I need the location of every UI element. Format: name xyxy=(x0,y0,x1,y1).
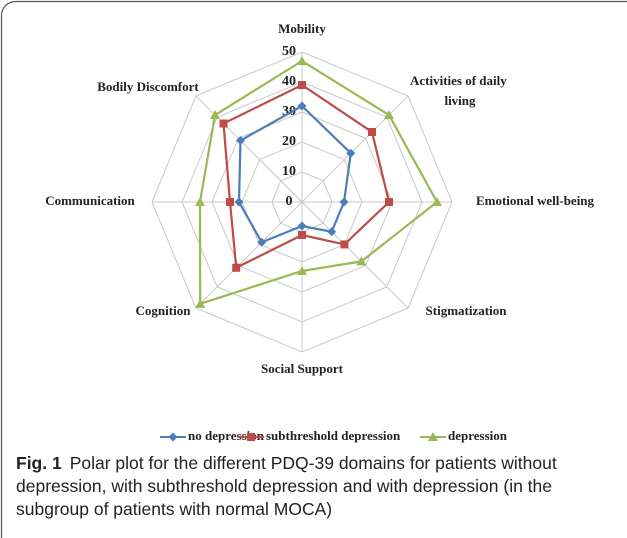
axis-label: Social Support xyxy=(261,361,344,376)
series-line xyxy=(222,83,391,270)
legend-label: subthreshold depression xyxy=(266,428,401,443)
data-point xyxy=(210,110,221,120)
data-point xyxy=(432,197,442,206)
spoke xyxy=(195,201,303,309)
data-point xyxy=(257,237,267,247)
y-tick-label: 40 xyxy=(282,74,296,89)
axis-label: Stigmatization xyxy=(426,303,508,318)
data-point xyxy=(219,119,228,128)
data-point xyxy=(346,148,356,158)
data-point xyxy=(385,198,393,206)
axis-label: Activities of daily living xyxy=(410,73,510,108)
data-point xyxy=(383,110,394,120)
spoke xyxy=(301,201,409,309)
axis-label: Cognition xyxy=(136,303,192,318)
data-point xyxy=(297,266,307,275)
axis-label: Emotional well-being xyxy=(476,193,595,208)
y-tick-label: 0 xyxy=(286,194,293,209)
caption-label: Fig. 1 xyxy=(16,453,62,473)
data-point xyxy=(297,56,307,65)
data-point xyxy=(195,197,205,206)
axis-label: Mobility xyxy=(278,21,326,36)
data-point xyxy=(339,197,349,207)
data-point xyxy=(340,240,349,249)
data-point xyxy=(327,227,337,237)
legend-label: no depression xyxy=(188,428,265,443)
y-tick-label: 10 xyxy=(282,164,296,179)
legend-marker xyxy=(428,432,438,441)
axis-label: Bodily Discomfort xyxy=(97,79,199,94)
y-tick-label: 50 xyxy=(282,44,296,59)
data-point xyxy=(232,263,241,272)
data-point xyxy=(368,127,377,136)
data-point xyxy=(356,256,367,266)
caption: Fig. 1 Polar plot for the different PDQ-3… xyxy=(16,452,606,521)
data-point xyxy=(298,231,306,239)
legend-marker xyxy=(168,432,178,442)
data-point xyxy=(234,197,244,207)
caption-text: Polar plot for the different PDQ-39 doma… xyxy=(16,453,557,519)
data-point xyxy=(235,135,245,145)
data-point xyxy=(298,81,306,89)
data-point xyxy=(297,221,307,231)
data-point xyxy=(297,101,307,111)
legend-label: depression xyxy=(448,428,508,443)
legend-marker xyxy=(247,433,255,441)
data-point xyxy=(226,198,234,206)
y-tick-label: 20 xyxy=(282,134,296,149)
data-point xyxy=(195,298,206,308)
axis-label: Communication xyxy=(45,193,135,208)
